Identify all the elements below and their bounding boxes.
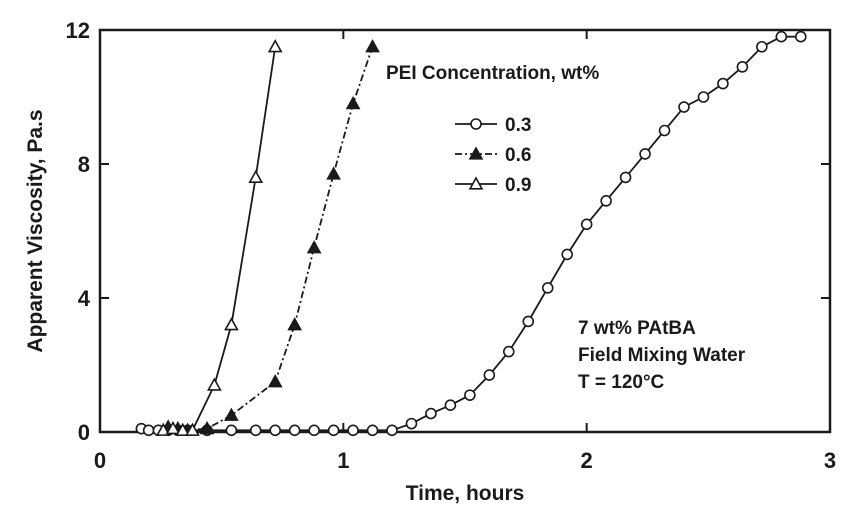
data-point	[619, 171, 632, 184]
data-point	[269, 424, 282, 437]
data-point	[366, 424, 379, 437]
data-point	[405, 417, 418, 430]
data-point	[288, 424, 301, 437]
data-point	[600, 195, 612, 207]
data-point	[155, 422, 171, 436]
plot-frame	[98, 28, 832, 434]
data-point	[249, 424, 262, 437]
data-point	[326, 166, 341, 180]
data-point	[175, 422, 191, 436]
data-point	[464, 389, 476, 401]
data-point	[345, 96, 361, 110]
data-point	[207, 377, 222, 391]
data-point	[697, 91, 710, 103]
data-point	[327, 424, 340, 437]
data-point	[185, 422, 200, 436]
data-point	[736, 61, 749, 73]
x-tick-label: 2	[581, 448, 593, 473]
data-point	[308, 424, 320, 437]
legend: 0.3 0.6 0.9	[455, 115, 531, 196]
data-point	[561, 248, 574, 261]
legend-marker	[468, 176, 484, 190]
y-tick-label: 4	[78, 286, 91, 311]
x-tick-label: 0	[94, 448, 106, 473]
data-point	[444, 399, 457, 412]
annotation-line-1: 7 wt% PAtBA	[578, 318, 696, 339]
x-tick-label: 1	[337, 448, 349, 473]
x-axis-title: Time, hours	[406, 482, 525, 505]
data-point	[306, 240, 322, 254]
y-tick-label: 0	[78, 420, 90, 445]
data-point	[365, 39, 380, 53]
data-point	[580, 218, 593, 231]
annotation-line-3: T = 120°C	[578, 372, 665, 393]
series-0.3	[135, 30, 807, 437]
data-point	[142, 424, 155, 437]
data-point	[225, 424, 238, 437]
legend-marker	[470, 118, 482, 130]
data-point	[756, 40, 768, 53]
data-point	[658, 124, 671, 137]
data-point	[287, 317, 303, 331]
data-point	[775, 30, 788, 43]
legend-marker	[468, 146, 484, 160]
data-point	[224, 317, 239, 331]
data-point	[224, 407, 239, 421]
x-tick-label: 3	[824, 448, 836, 473]
data-point	[347, 424, 359, 437]
series-line	[163, 46, 277, 432]
data-point	[425, 407, 437, 420]
legend-title: PEI Concentration, wt%	[386, 63, 599, 84]
y-tick-label: 8	[78, 152, 90, 177]
legend-label: 0.3	[505, 115, 531, 136]
data-point	[267, 39, 283, 53]
data-point	[199, 421, 215, 435]
data-point	[678, 101, 690, 113]
series-line	[167, 46, 374, 432]
legend-label: 0.9	[505, 175, 531, 196]
data-point	[248, 169, 264, 183]
data-point	[522, 315, 535, 328]
data-point	[483, 369, 496, 381]
data-point	[541, 282, 554, 294]
series-0.9	[155, 39, 283, 436]
data-point	[639, 148, 651, 160]
legend-label: 0.6	[505, 145, 531, 166]
data-point	[267, 374, 283, 388]
annotation-line-2: Field Mixing Water	[578, 345, 746, 366]
y-axis-title: Apparent Viscosity, Pa.s	[24, 109, 47, 352]
data-point	[386, 424, 398, 437]
data-point	[502, 345, 515, 358]
data-point	[794, 30, 807, 43]
series-layer	[135, 30, 807, 437]
y-tick-label: 12	[66, 18, 90, 43]
series-0.6	[160, 39, 380, 436]
data-point	[165, 421, 181, 435]
data-point	[717, 77, 729, 90]
